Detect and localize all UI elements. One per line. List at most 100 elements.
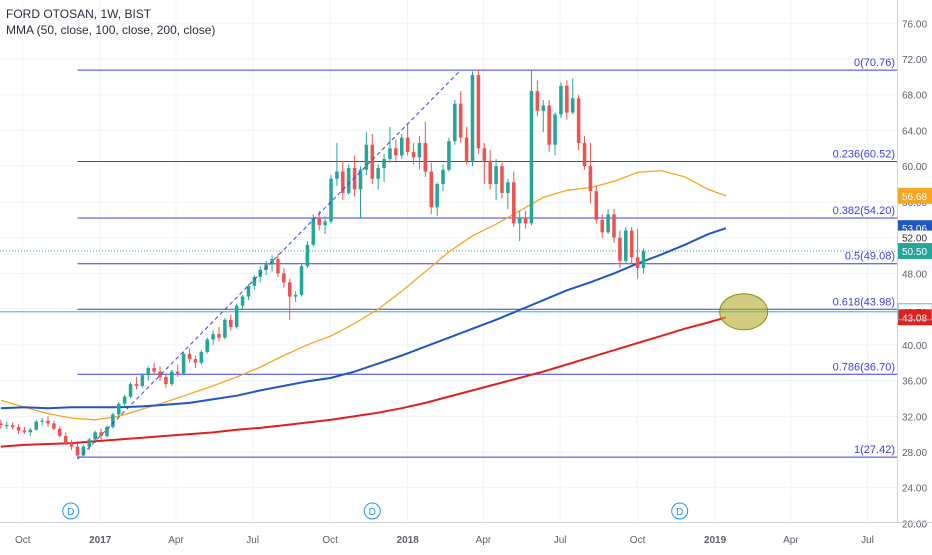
candle-body <box>488 160 492 185</box>
fib-level-label: 1(27.42) <box>854 444 895 456</box>
fib-level-label: 0.382(54.20) <box>833 205 895 217</box>
candle-body <box>506 182 510 193</box>
candle-body <box>341 171 345 193</box>
price-tick-label: 72.00 <box>902 55 927 66</box>
candle-body <box>276 259 280 274</box>
candle-body <box>635 257 640 269</box>
dividend-marker[interactable] <box>62 502 80 520</box>
time-tick-label: Apr <box>168 535 184 546</box>
indicator-title: MMA (50, close, 100, close, 200, close) <box>6 23 216 37</box>
candle-body <box>435 184 439 208</box>
candle-body <box>128 384 133 397</box>
candle-body <box>405 137 410 152</box>
chart-legend: FORD OTOSAN, 1W, BIST MMA (50, close, 10… <box>6 6 215 38</box>
candle-body <box>146 368 151 376</box>
candle-body <box>641 251 646 269</box>
candle-body <box>75 446 80 456</box>
candle-body <box>217 334 221 338</box>
trendline[interactable] <box>77 69 462 460</box>
candle-body <box>63 435 68 444</box>
price-axis[interactable]: 20.0024.0028.0032.0036.0040.0044.0048.00… <box>897 0 932 550</box>
candle-body <box>158 371 162 377</box>
candle-body <box>134 384 139 386</box>
candle-body <box>394 148 398 156</box>
candle-body <box>164 376 168 385</box>
candle-body <box>116 403 121 415</box>
price-tick-label: 20.00 <box>902 519 927 530</box>
price-tick-label: 64.00 <box>902 126 927 137</box>
candle-body <box>458 103 463 138</box>
price-tick-label: 28.00 <box>902 448 927 459</box>
time-tick-label: Apr <box>783 535 799 546</box>
candle-body <box>358 169 363 190</box>
ellipse-annotation[interactable] <box>719 293 769 331</box>
candle-body <box>417 142 422 158</box>
candle-body <box>453 103 457 142</box>
candle-body <box>346 167 351 193</box>
price-axis-bg <box>897 0 932 550</box>
time-tick-label: Jul <box>861 535 874 546</box>
candle-body <box>229 319 233 327</box>
candle-body <box>582 142 587 167</box>
candle-body <box>588 166 593 192</box>
candle-body <box>494 166 498 185</box>
fib-level-label: 0(70.76) <box>854 57 895 69</box>
candle-body <box>40 420 44 422</box>
candle-body <box>81 446 86 456</box>
candle-body <box>211 334 215 340</box>
price-tick-label: 68.00 <box>902 91 927 102</box>
ma-line-200 <box>0 316 727 448</box>
dividend-marker[interactable] <box>363 502 381 520</box>
trendline[interactable] <box>77 69 462 460</box>
dividend-marker-label: D <box>67 507 74 518</box>
candle-body <box>187 353 192 360</box>
candle-body <box>87 439 92 447</box>
price-label-bg <box>898 230 932 245</box>
price-tick-label: 48.00 <box>902 269 927 280</box>
candle-body <box>140 375 145 386</box>
fib-level-label: 0.618(43.98) <box>833 296 895 308</box>
candle-body <box>193 359 198 363</box>
time-tick-label: Oct <box>322 535 338 546</box>
price-tick-label: 60.00 <box>902 162 927 173</box>
candle-body <box>429 171 434 208</box>
time-axis[interactable]: Oct 2017 Apr Jul Oct 2018 Apr Jul Oct 2019 Apr Jul <box>0 522 932 550</box>
candle-body <box>205 339 209 352</box>
price-label-bg <box>898 309 932 326</box>
candle-body <box>529 91 534 224</box>
candle-body <box>370 144 375 179</box>
candle-body <box>252 276 257 286</box>
candle-body <box>223 319 227 338</box>
candle-body <box>624 230 628 261</box>
time-tick-label: 2018 <box>397 535 420 546</box>
price-label: 56.68 <box>902 192 927 203</box>
time-tick-label: Oct <box>630 535 646 546</box>
symbol-title: FORD OTOSAN, 1W, BIST <box>6 7 152 21</box>
price-tick-label: 40.00 <box>902 341 927 352</box>
fib-level-label: 0.236(60.52) <box>833 149 895 161</box>
candle-body <box>482 148 487 161</box>
candle-body <box>58 428 62 436</box>
price-tick-label: 24.00 <box>902 484 927 495</box>
ma-line-50 <box>0 169 727 421</box>
candle-body <box>364 144 369 170</box>
ellipse-highlight[interactable] <box>719 293 769 331</box>
candle-body <box>576 98 581 143</box>
candle-body <box>470 75 475 161</box>
price-label: 53.06 <box>902 224 927 235</box>
price-label: 50.50 <box>902 247 927 258</box>
moving-averages <box>0 169 727 448</box>
dividend-marker-label: D <box>369 507 376 518</box>
candle-body <box>441 169 445 185</box>
dividend-marker[interactable] <box>671 502 689 520</box>
candle-body <box>411 151 416 158</box>
candle-body <box>282 273 286 283</box>
horizontal-line-axis-label <box>897 303 932 321</box>
candle-body <box>170 371 174 385</box>
price-label-bg <box>898 187 932 204</box>
fib-retracement[interactable]: 0(70.76) 0.236(60.52) 0.382(54.20) 0.5(49.0… <box>77 57 897 458</box>
candle-body <box>376 167 380 179</box>
